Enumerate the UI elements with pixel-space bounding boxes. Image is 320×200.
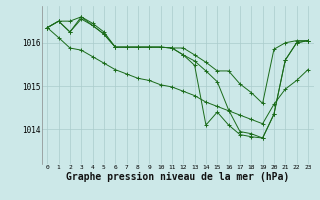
X-axis label: Graphe pression niveau de la mer (hPa): Graphe pression niveau de la mer (hPa) xyxy=(66,172,289,182)
